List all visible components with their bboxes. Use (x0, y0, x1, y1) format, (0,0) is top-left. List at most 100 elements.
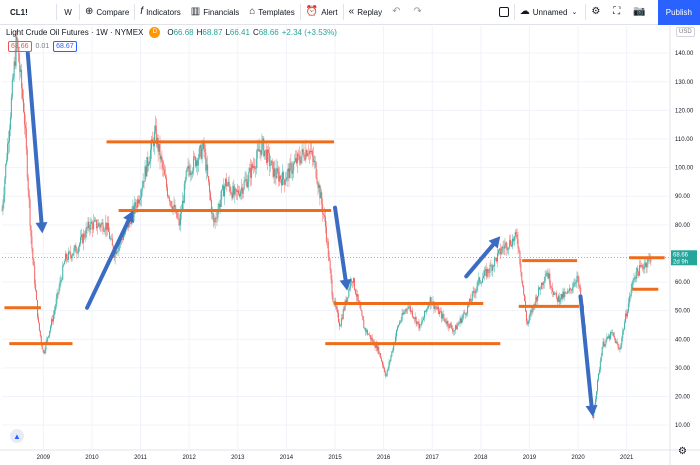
candle-body (80, 237, 82, 244)
candle-body (494, 257, 496, 267)
trend-arrow-shaft[interactable] (578, 294, 594, 408)
candle-body (298, 154, 300, 161)
candle-body (444, 318, 446, 322)
candle-body (400, 319, 402, 322)
candle-body (429, 297, 431, 306)
candle-body (253, 166, 255, 169)
time-axis[interactable]: 2009 2010 2011 2012 2013 2014 2015 2016 2017 2018… (37, 455, 634, 461)
candle-body (603, 341, 605, 347)
templates-button[interactable]: ⌂ Templates (244, 0, 300, 25)
candle-body (541, 282, 543, 286)
candle-body (579, 286, 581, 288)
currency-label[interactable]: USD (676, 27, 695, 37)
candle-body (299, 160, 301, 164)
candle-body (617, 344, 619, 348)
low-label: L (225, 28, 230, 37)
sell-price-button[interactable]: 68.66 (8, 41, 32, 52)
indicators-button[interactable]: f Indicators (135, 0, 185, 25)
candle-body (265, 149, 267, 151)
candle-body (66, 253, 68, 260)
undo-button[interactable]: ↶ (387, 0, 408, 25)
trend-arrow-head[interactable] (339, 278, 352, 291)
candle-body (621, 337, 623, 345)
candle-body (511, 245, 513, 247)
candle-body (497, 250, 499, 254)
trend-arrow-head[interactable] (35, 221, 48, 234)
redo-button[interactable]: ↷ (409, 0, 430, 25)
candle-body (210, 200, 212, 214)
interval-button[interactable]: W (57, 0, 79, 25)
replay-button[interactable]: « Replay (344, 0, 387, 25)
candle-body (306, 150, 308, 157)
trend-arrow-shaft[interactable] (25, 51, 44, 225)
candle-body (340, 318, 342, 326)
trend-arrow-shaft[interactable] (333, 205, 348, 282)
candle-body (64, 261, 66, 265)
candle-body (442, 313, 444, 318)
candle-body (163, 168, 165, 170)
time-tick-label: 2009 (37, 455, 51, 461)
symbol-search-button[interactable]: CL1! (0, 0, 56, 25)
price-axis[interactable]: 140.00 130.00 120.00 110.00 100.00 90.00 80.00… (675, 51, 694, 429)
candle-body (481, 282, 483, 284)
trend-arrow-shaft[interactable] (464, 242, 496, 279)
function-icon: f (140, 6, 144, 17)
compare-button[interactable]: ⊕ Compare (80, 0, 134, 25)
candle-body (3, 194, 5, 204)
candle-body (81, 234, 83, 244)
layout-toggle-button[interactable] (494, 0, 514, 25)
layout-name-button[interactable]: ☁ Unnamed ⌄ (515, 0, 586, 25)
candle-body (171, 206, 173, 210)
templates-icon: ⌂ (249, 6, 256, 17)
candle-body (608, 335, 610, 339)
collapse-toolbar-button[interactable]: ▲ (10, 429, 24, 443)
candle-body (338, 322, 340, 327)
candle-body (443, 317, 445, 319)
candle-body (435, 306, 437, 308)
financials-button[interactable]: ▥ Financials (186, 0, 244, 25)
chart-settings-button[interactable]: ⚙ (678, 446, 687, 457)
candle-body (82, 233, 84, 244)
candle-body (23, 111, 25, 125)
last-price-badge (671, 250, 697, 266)
candle-body (135, 202, 137, 207)
alert-button[interactable]: ⏰ Alert (301, 0, 343, 25)
candle-body (259, 150, 261, 152)
candle-body (537, 295, 539, 301)
trend-arrow-shaft[interactable] (85, 218, 131, 310)
candle-body (292, 170, 294, 174)
candle-body (73, 248, 75, 254)
financials-label: Financials (203, 7, 240, 17)
candle-body (475, 289, 477, 294)
buy-price-button[interactable]: 68.67 (53, 41, 77, 52)
candle-body (517, 239, 519, 248)
candle-body (529, 313, 531, 316)
candle-body (478, 277, 480, 281)
trend-arrow-head[interactable] (123, 210, 134, 224)
candle-body (573, 283, 575, 287)
candle-body (561, 293, 563, 299)
publish-button[interactable]: Publish (657, 0, 700, 25)
candle-body (240, 187, 242, 192)
candle-body (514, 231, 516, 237)
settings-button[interactable]: ⚙ (586, 0, 608, 25)
candle-body (58, 287, 60, 294)
price-tick-label: 10.00 (675, 423, 691, 429)
candle-body (155, 125, 157, 145)
candle-body (188, 165, 190, 171)
candle-body (527, 320, 529, 324)
candle-body (511, 238, 513, 247)
candle-body (555, 292, 557, 298)
candle-body (547, 272, 549, 279)
trend-arrow-head[interactable] (488, 236, 501, 249)
fullscreen-button[interactable]: ⛶ (608, 0, 628, 25)
candle-body (568, 291, 570, 292)
candle-body (568, 288, 570, 292)
candle-body (256, 148, 258, 159)
candle-body (637, 267, 639, 272)
snapshot-button[interactable]: 📷 (628, 0, 653, 25)
candle-body (415, 317, 417, 324)
candle-body (202, 141, 204, 149)
trend-arrow-head[interactable] (585, 404, 598, 417)
